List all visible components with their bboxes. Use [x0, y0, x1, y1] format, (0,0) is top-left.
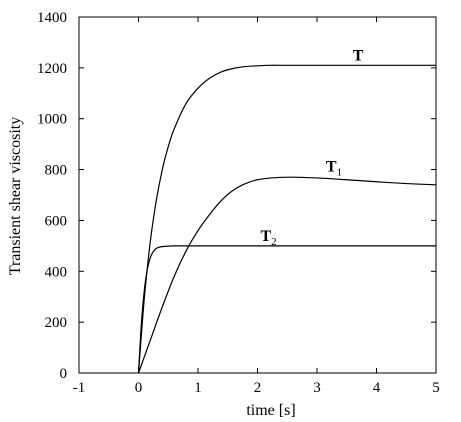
y-tick-label: 1200 — [37, 61, 67, 77]
series-label-t: T — [353, 48, 364, 65]
series-lines — [137, 64, 437, 374]
y-tick-label: 1400 — [37, 10, 67, 26]
y-axis-title: Transient shear viscosity — [7, 117, 24, 276]
x-tick-label: 3 — [313, 380, 321, 396]
y-tick-label: 600 — [45, 213, 68, 229]
series-label-t2: T2 — [260, 228, 276, 248]
y-tick-label: 200 — [45, 315, 68, 331]
x-tick-label: 0 — [135, 380, 143, 396]
series-line-t2 — [137, 245, 436, 374]
series-line-t — [137, 64, 436, 374]
x-axis-title: time [s] — [246, 402, 295, 419]
x-tick-label: 5 — [432, 380, 440, 396]
x-ticks: -1 0 1 2 3 4 5 — [73, 17, 440, 396]
y-ticks: 0 200 400 600 800 1000 1200 1400 — [37, 10, 436, 382]
y-tick-label: 1000 — [37, 112, 67, 128]
series-label-main: T — [260, 228, 271, 245]
y-tick-label: 800 — [45, 163, 68, 179]
x-tick-label: 1 — [194, 380, 202, 396]
y-tick-label: 400 — [45, 264, 68, 280]
series-label-subscript: 1 — [337, 167, 343, 179]
series-label-t1: T1 — [326, 159, 342, 179]
x-tick-label: -1 — [73, 380, 86, 396]
series-line-t1 — [137, 176, 437, 374]
x-tick-label: 2 — [254, 380, 262, 396]
series-label-main: T — [353, 48, 364, 65]
plot-frame — [78, 16, 437, 374]
series-label-main: T — [326, 159, 337, 176]
y-tick-label: 0 — [60, 366, 68, 382]
series-label-subscript: 2 — [271, 236, 277, 248]
x-tick-label: 4 — [373, 380, 381, 396]
